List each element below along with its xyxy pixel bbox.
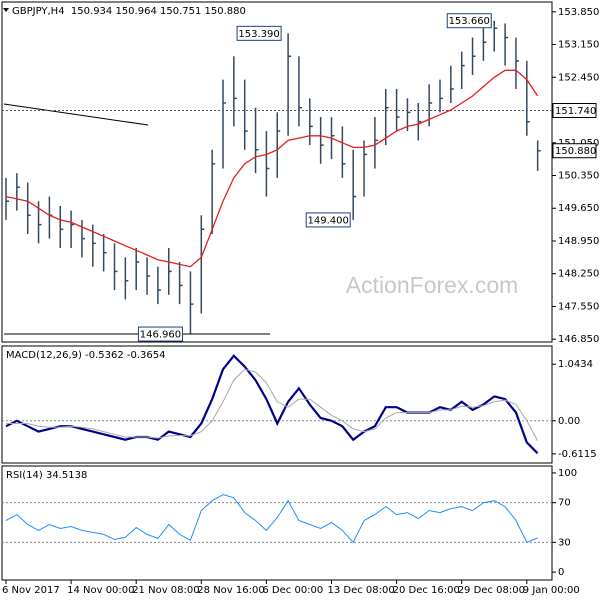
y-tick-label: 0.00 bbox=[558, 416, 580, 427]
x-tick-label: 28 Nov 16:00 bbox=[197, 585, 264, 596]
annotation-label: 149.400 bbox=[308, 215, 349, 226]
panel-frame bbox=[1, 345, 553, 464]
x-tick-label: 20 Dec 16:00 bbox=[393, 585, 460, 596]
y-tick-label: 147.550 bbox=[558, 301, 599, 312]
indicator-line bbox=[6, 368, 539, 442]
y-tick-label: 150.350 bbox=[558, 171, 599, 182]
level-label: 151.740 bbox=[555, 106, 596, 117]
annotation-box bbox=[137, 326, 183, 342]
y-tick-label: 70 bbox=[558, 498, 571, 509]
x-tick-label: 6 Dec 00:00 bbox=[262, 585, 323, 596]
annotation-box bbox=[236, 25, 282, 41]
y-tick-label: 146.850 bbox=[558, 334, 599, 345]
watermark: ActionForex.com bbox=[346, 272, 519, 298]
x-tick-label: 6 Nov 2017 bbox=[2, 585, 60, 596]
y-tick-label: 30 bbox=[558, 537, 571, 548]
panel-frame bbox=[1, 1, 553, 343]
y-tick-label: 148.250 bbox=[558, 269, 599, 280]
trend-line bbox=[3, 103, 149, 126]
annotation-label: 153.660 bbox=[449, 16, 490, 27]
y-tick-label: 153.850 bbox=[558, 7, 599, 18]
annotation-box bbox=[446, 13, 492, 29]
x-tick-label: 29 Dec 08:00 bbox=[458, 585, 525, 596]
y-tick-label: 1.0434 bbox=[558, 359, 593, 370]
indicator-line bbox=[5, 69, 539, 268]
y-tick-label: 100 bbox=[558, 468, 577, 479]
indicator-line bbox=[5, 494, 538, 544]
level-box bbox=[552, 103, 597, 119]
menu-triangle bbox=[3, 8, 9, 12]
panel-title: GBPJPY,H4 150.934 150.964 150.751 150.88… bbox=[12, 6, 246, 17]
panel-frame bbox=[1, 465, 553, 581]
x-tick-label: 14 Nov 00:00 bbox=[67, 585, 134, 596]
x-tick-label: 13 Dec 08:00 bbox=[328, 585, 395, 596]
level-label: 150.880 bbox=[555, 146, 596, 157]
y-tick-label: 153.150 bbox=[558, 40, 599, 51]
x-tick-label: 21 Nov 08:00 bbox=[132, 585, 199, 596]
level-box bbox=[552, 143, 597, 159]
y-tick-label: 148.950 bbox=[558, 236, 599, 247]
annotation-label: 153.390 bbox=[238, 29, 279, 40]
annotation-label: 146.960 bbox=[140, 330, 181, 341]
y-tick-label: 0 bbox=[558, 567, 564, 578]
y-tick-label: -0.6115 bbox=[558, 449, 597, 460]
y-tick-label: 149.650 bbox=[558, 203, 599, 214]
annotation-box bbox=[305, 212, 351, 228]
x-tick-label: 9 Jan 00:00 bbox=[523, 585, 580, 596]
panel-title: RSI(14) 34.5138 bbox=[6, 470, 87, 481]
y-tick-label: 152.450 bbox=[558, 72, 599, 83]
panel-title: MACD(12,26,9) -0.5362 -0.3654 bbox=[6, 350, 166, 361]
